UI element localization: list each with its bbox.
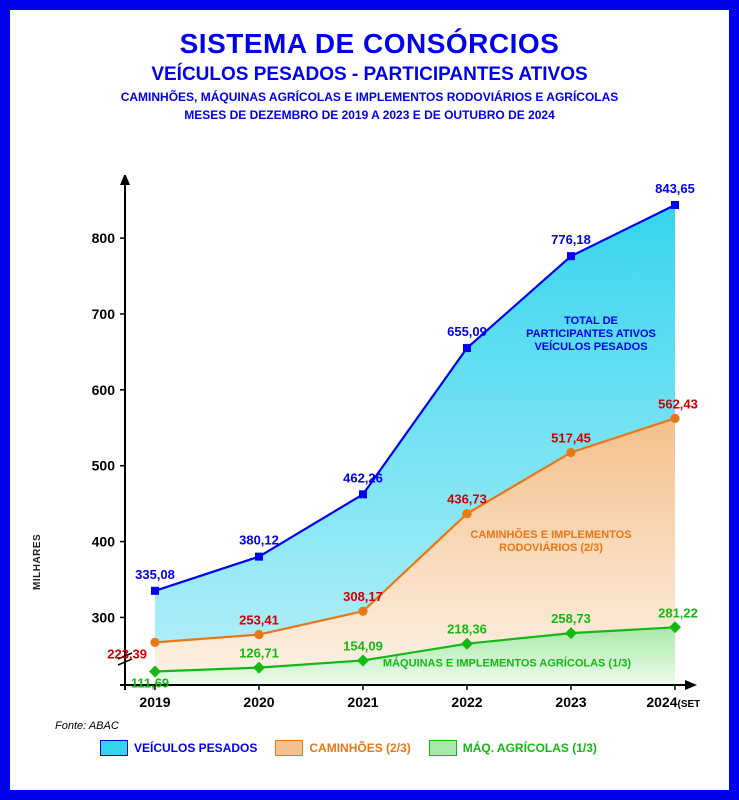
svg-text:154,09: 154,09	[343, 638, 383, 653]
svg-text:700: 700	[92, 306, 116, 322]
svg-text:843,65: 843,65	[655, 181, 695, 196]
svg-text:258,73: 258,73	[551, 611, 591, 626]
svg-text:562,43: 562,43	[658, 396, 698, 411]
svg-text:253,41: 253,41	[239, 613, 279, 628]
title-main: SISTEMA DE CONSÓRCIOS	[10, 28, 729, 60]
svg-text:218,36: 218,36	[447, 622, 487, 637]
chart-svg: 300 400 500 600 700 800 2019 2020 2021 2022 2023 20…	[70, 175, 700, 720]
svg-text:300: 300	[92, 609, 116, 625]
svg-text:2023: 2023	[555, 694, 586, 710]
source-text: Fonte: ABAC	[55, 720, 119, 732]
legend: VEÍCULOS PESADOS CAMINHÕES (2/3) MÁQ. AG…	[100, 740, 700, 756]
svg-text:308,17: 308,17	[343, 589, 383, 604]
svg-text:500: 500	[92, 458, 116, 474]
svg-text:462,26: 462,26	[343, 470, 383, 485]
chart-area: 3004005006007008002019202020212022202320…	[70, 175, 700, 705]
svg-text:111,69: 111,69	[131, 676, 169, 691]
svg-text:400: 400	[92, 534, 116, 550]
legend-swatch-caminhoes	[275, 740, 303, 756]
legend-swatch-agricolas	[429, 740, 457, 756]
svg-text:800: 800	[92, 230, 116, 246]
legend-label-caminhoes: CAMINHÕES (2/3)	[309, 741, 410, 755]
svg-text:223,39: 223,39	[107, 646, 147, 661]
svg-text:655,09: 655,09	[447, 324, 487, 339]
svg-text:2022: 2022	[451, 694, 482, 710]
title-sub: VEÍCULOS PESADOS - PARTICIPANTES ATIVOS	[10, 64, 729, 86]
legend-item-agricolas: MÁQ. AGRÍCOLAS (1/3)	[429, 740, 597, 756]
legend-label-agricolas: MÁQ. AGRÍCOLAS (1/3)	[463, 741, 597, 755]
title-desc1: CAMINHÕES, MÁQUINAS AGRÍCOLAS E IMPLEMEN…	[10, 90, 729, 104]
svg-text:335,08: 335,08	[135, 567, 175, 582]
legend-swatch-total	[100, 740, 128, 756]
legend-item-total: VEÍCULOS PESADOS	[100, 740, 257, 756]
y-axis-label: MILHARES	[32, 534, 43, 590]
svg-text:2019: 2019	[139, 694, 170, 710]
chart-frame: SISTEMA DE CONSÓRCIOS VEÍCULOS PESADOS -…	[0, 0, 739, 800]
legend-item-caminhoes: CAMINHÕES (2/3)	[275, 740, 410, 756]
svg-text:380,12: 380,12	[239, 533, 279, 548]
svg-text:2021: 2021	[347, 694, 378, 710]
svg-text:MÁQUINAS E IMPLEMENTOS AGRÍCOL: MÁQUINAS E IMPLEMENTOS AGRÍCOLAS (1/3)	[383, 657, 631, 670]
svg-text:2024(SET): 2024(SET)	[646, 694, 700, 710]
svg-text:2020: 2020	[243, 694, 274, 710]
title-desc2: MESES DE DEZEMBRO DE 2019 A 2023 E DE OU…	[10, 108, 729, 122]
legend-label-total: VEÍCULOS PESADOS	[134, 741, 257, 755]
svg-text:600: 600	[92, 382, 116, 398]
svg-text:126,71: 126,71	[239, 646, 279, 661]
svg-text:281,22: 281,22	[658, 605, 698, 620]
svg-text:436,73: 436,73	[447, 492, 487, 507]
svg-text:517,45: 517,45	[551, 430, 591, 445]
svg-text:776,18: 776,18	[551, 232, 591, 247]
